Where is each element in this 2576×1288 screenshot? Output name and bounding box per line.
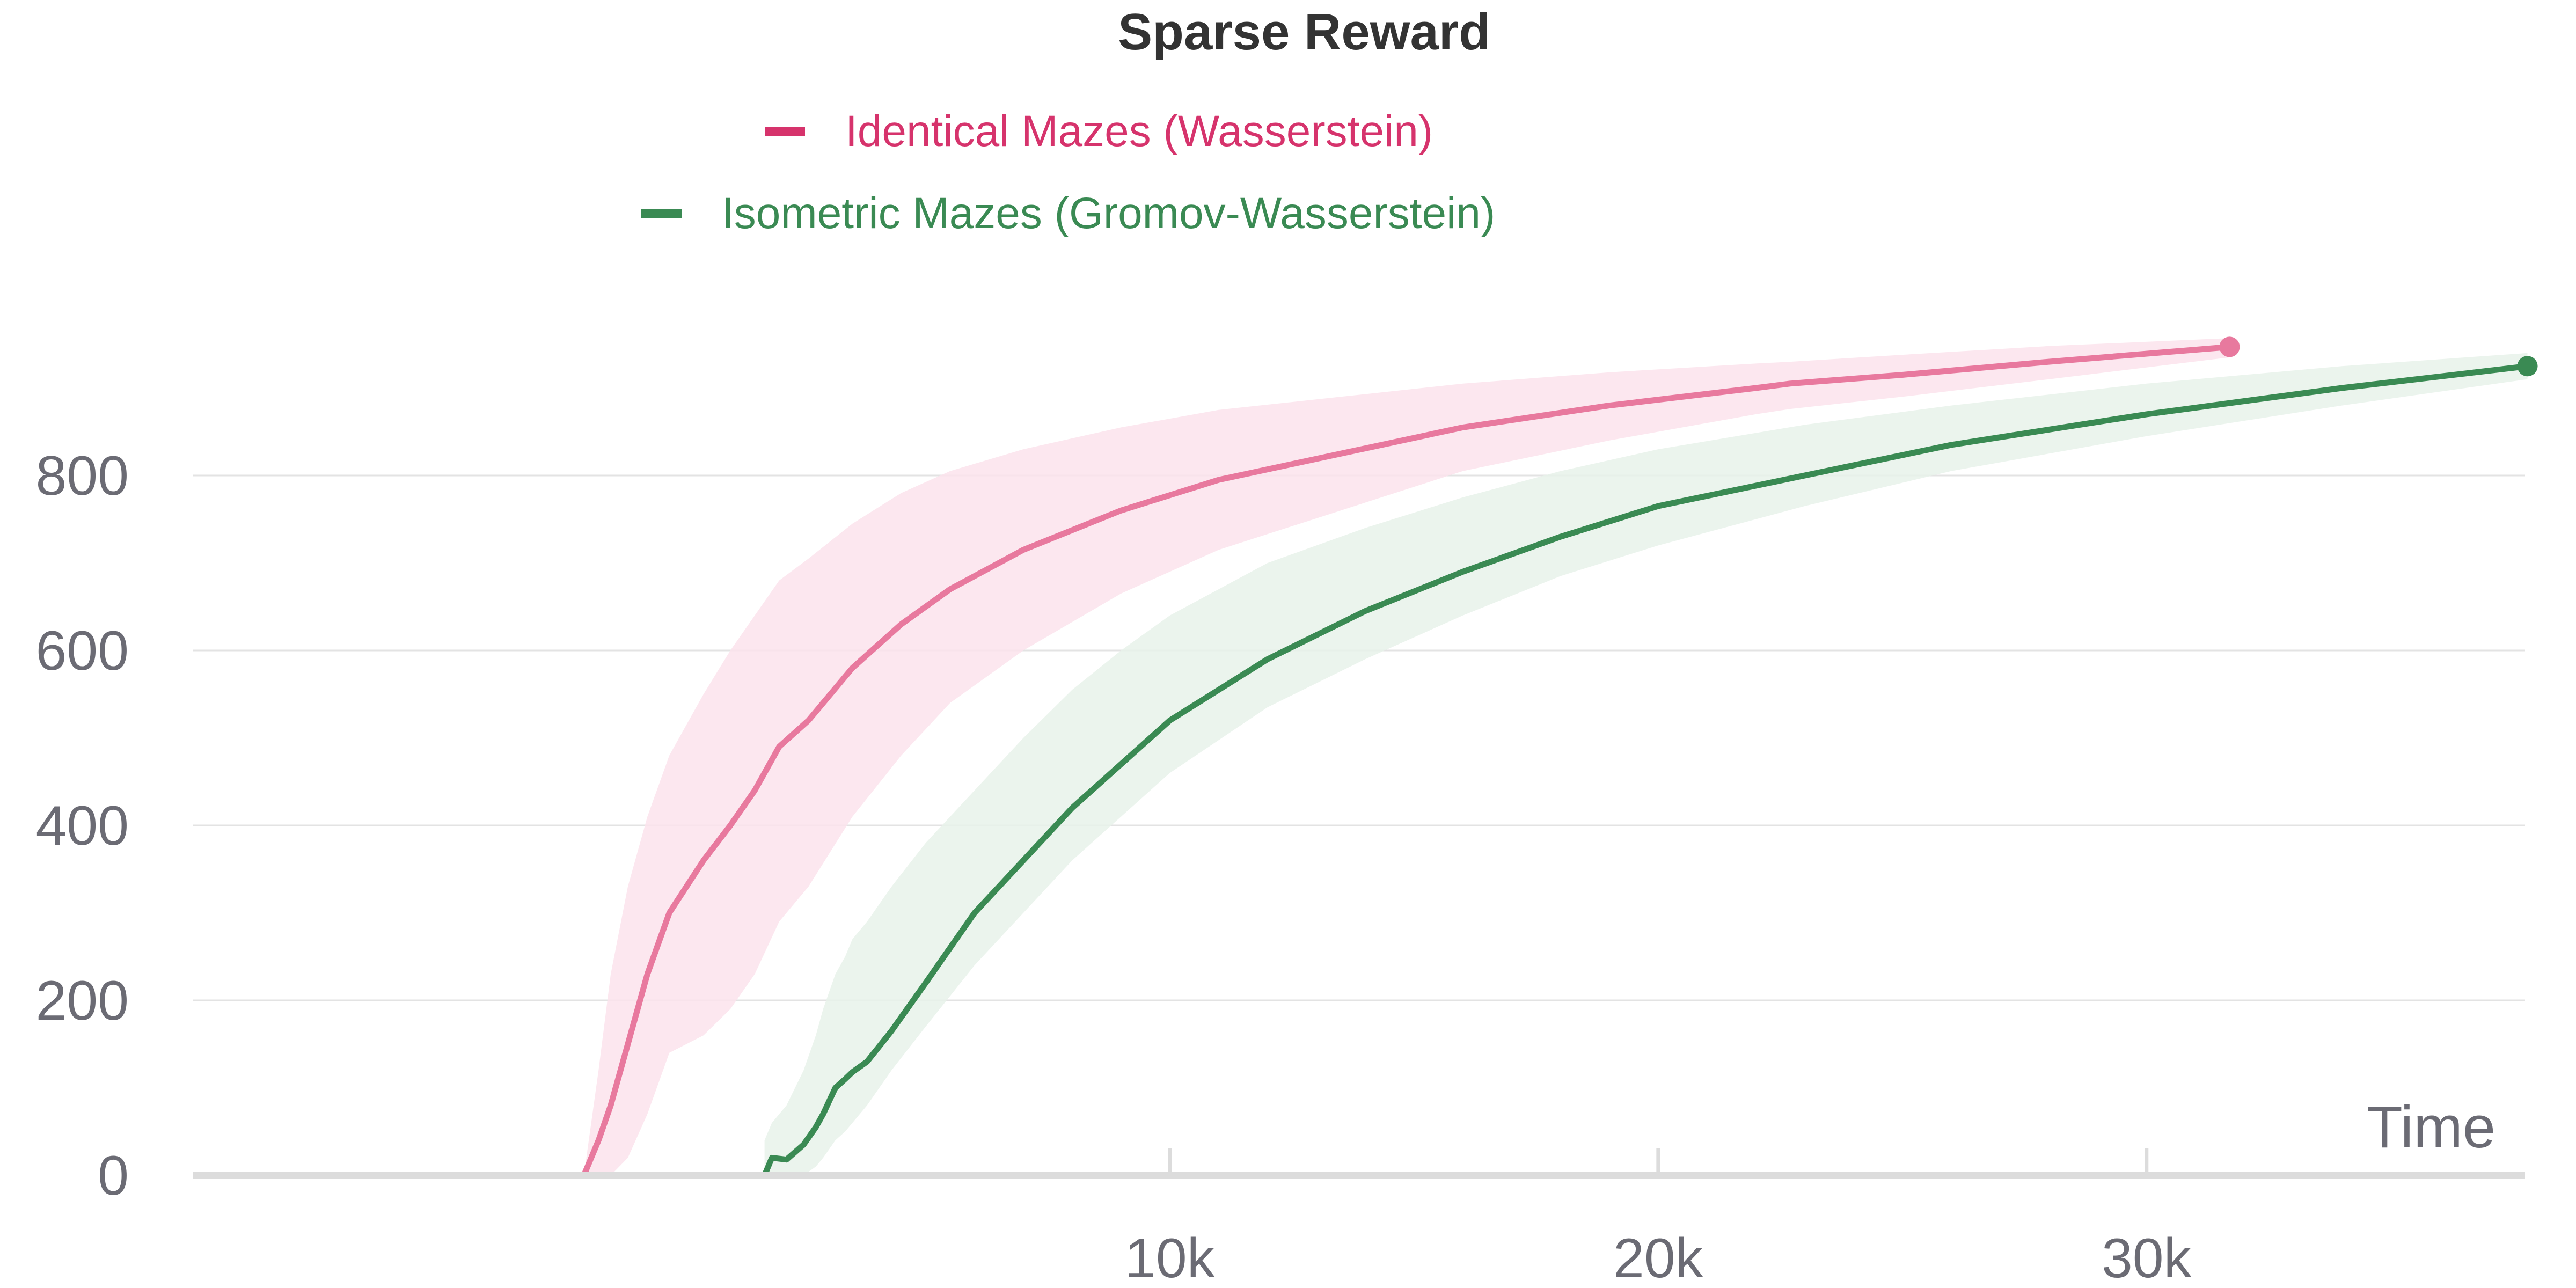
legend-label-identical: Identical Mazes (Wasserstein) — [845, 107, 1433, 156]
confidence-band-identical — [584, 338, 2230, 1175]
legend-item-identical[interactable]: Identical Mazes (Wasserstein) — [765, 107, 1433, 156]
series-lines — [581, 336, 2538, 1179]
x-tick-label: 30k — [2102, 1227, 2192, 1288]
chart-title: Sparse Reward — [1118, 3, 1490, 61]
y-tick-label: 0 — [98, 1145, 129, 1207]
x-tick-label: 10k — [1125, 1227, 1216, 1288]
x-tick-label: 20k — [1613, 1227, 1704, 1288]
series-end-marker-isometric — [2517, 356, 2538, 377]
series-line-identical — [581, 343, 2233, 1179]
y-tick-label: 400 — [35, 795, 129, 857]
series-end-marker-identical — [2219, 336, 2240, 357]
legend: Identical Mazes (Wasserstein) Isometric … — [641, 107, 1495, 238]
series-line-isometric — [762, 363, 2530, 1179]
y-tick-label: 800 — [35, 445, 129, 507]
y-tick-label: 200 — [35, 970, 129, 1032]
y-tick-label: 600 — [35, 620, 129, 682]
x-axis-label: Time — [2367, 1094, 2496, 1160]
legend-item-isometric[interactable]: Isometric Mazes (Gromov-Wasserstein) — [641, 189, 1495, 238]
legend-label-isometric: Isometric Mazes (Gromov-Wasserstein) — [722, 189, 1495, 238]
axes: 0 200 400 600 800 10k 20k 30k — [35, 445, 2525, 1288]
